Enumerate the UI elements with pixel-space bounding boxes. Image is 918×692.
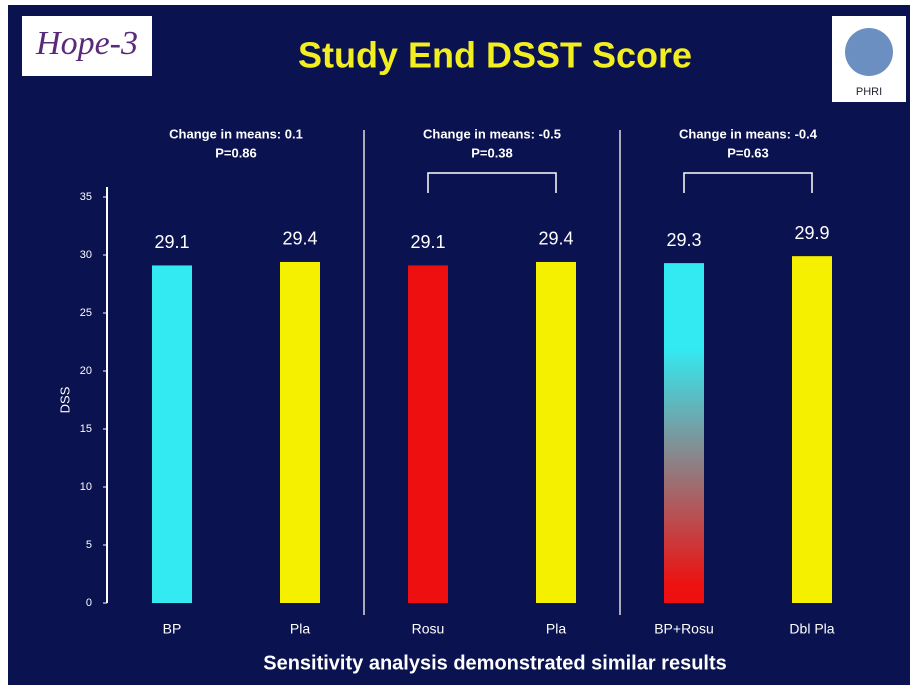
value-label: 29.3	[666, 230, 701, 250]
slide-background	[8, 5, 910, 685]
value-label: 29.4	[538, 229, 573, 249]
logo-left: Hope-3	[35, 25, 138, 62]
y-tick-label: 10	[80, 481, 92, 493]
y-tick-label: 30	[80, 249, 92, 261]
bar	[280, 261, 320, 603]
y-tick-label: 0	[86, 597, 92, 609]
value-label: 29.9	[794, 223, 829, 243]
bar	[152, 265, 192, 603]
comparison-bracket	[427, 172, 557, 193]
y-tick-label: 25	[80, 307, 92, 319]
logo-emblem	[845, 28, 893, 76]
group-annotation: Change in means: 0.1	[169, 126, 303, 141]
y-tick-label: 35	[80, 191, 92, 203]
group-annotation: P=0.38	[471, 145, 513, 160]
x-tick-label: Dbl Pla	[789, 621, 834, 637]
bar	[408, 265, 448, 603]
logo-left-box	[22, 16, 152, 76]
logo-right: PHRI	[856, 86, 882, 98]
value-label: 29.1	[154, 232, 189, 252]
x-tick-label: Pla	[546, 621, 566, 637]
x-tick-label: Rosu	[412, 621, 445, 637]
group-annotation: P=0.63	[727, 145, 769, 160]
group-annotation: Change in means: -0.5	[423, 126, 561, 141]
footer: Sensitivity analysis demonstrated simila…	[263, 652, 727, 674]
title: Study End DSST Score	[298, 35, 692, 76]
y-tick-label: 15	[80, 423, 92, 435]
bar	[664, 263, 704, 603]
x-tick-label: Pla	[290, 621, 310, 637]
value-label: 29.4	[282, 229, 317, 249]
group-annotation: P=0.86	[215, 145, 257, 160]
y-tick-label: 20	[80, 365, 92, 377]
y-tick-label: 5	[86, 539, 92, 551]
y-axis-label: DSS	[57, 386, 72, 413]
x-tick-label: BP	[163, 621, 182, 637]
bar	[536, 261, 576, 603]
bar	[792, 256, 832, 603]
value-label: 29.1	[410, 232, 445, 252]
comparison-bracket	[683, 172, 813, 193]
x-tick-label: BP+Rosu	[654, 621, 714, 637]
group-annotation: Change in means: -0.4	[679, 126, 818, 141]
